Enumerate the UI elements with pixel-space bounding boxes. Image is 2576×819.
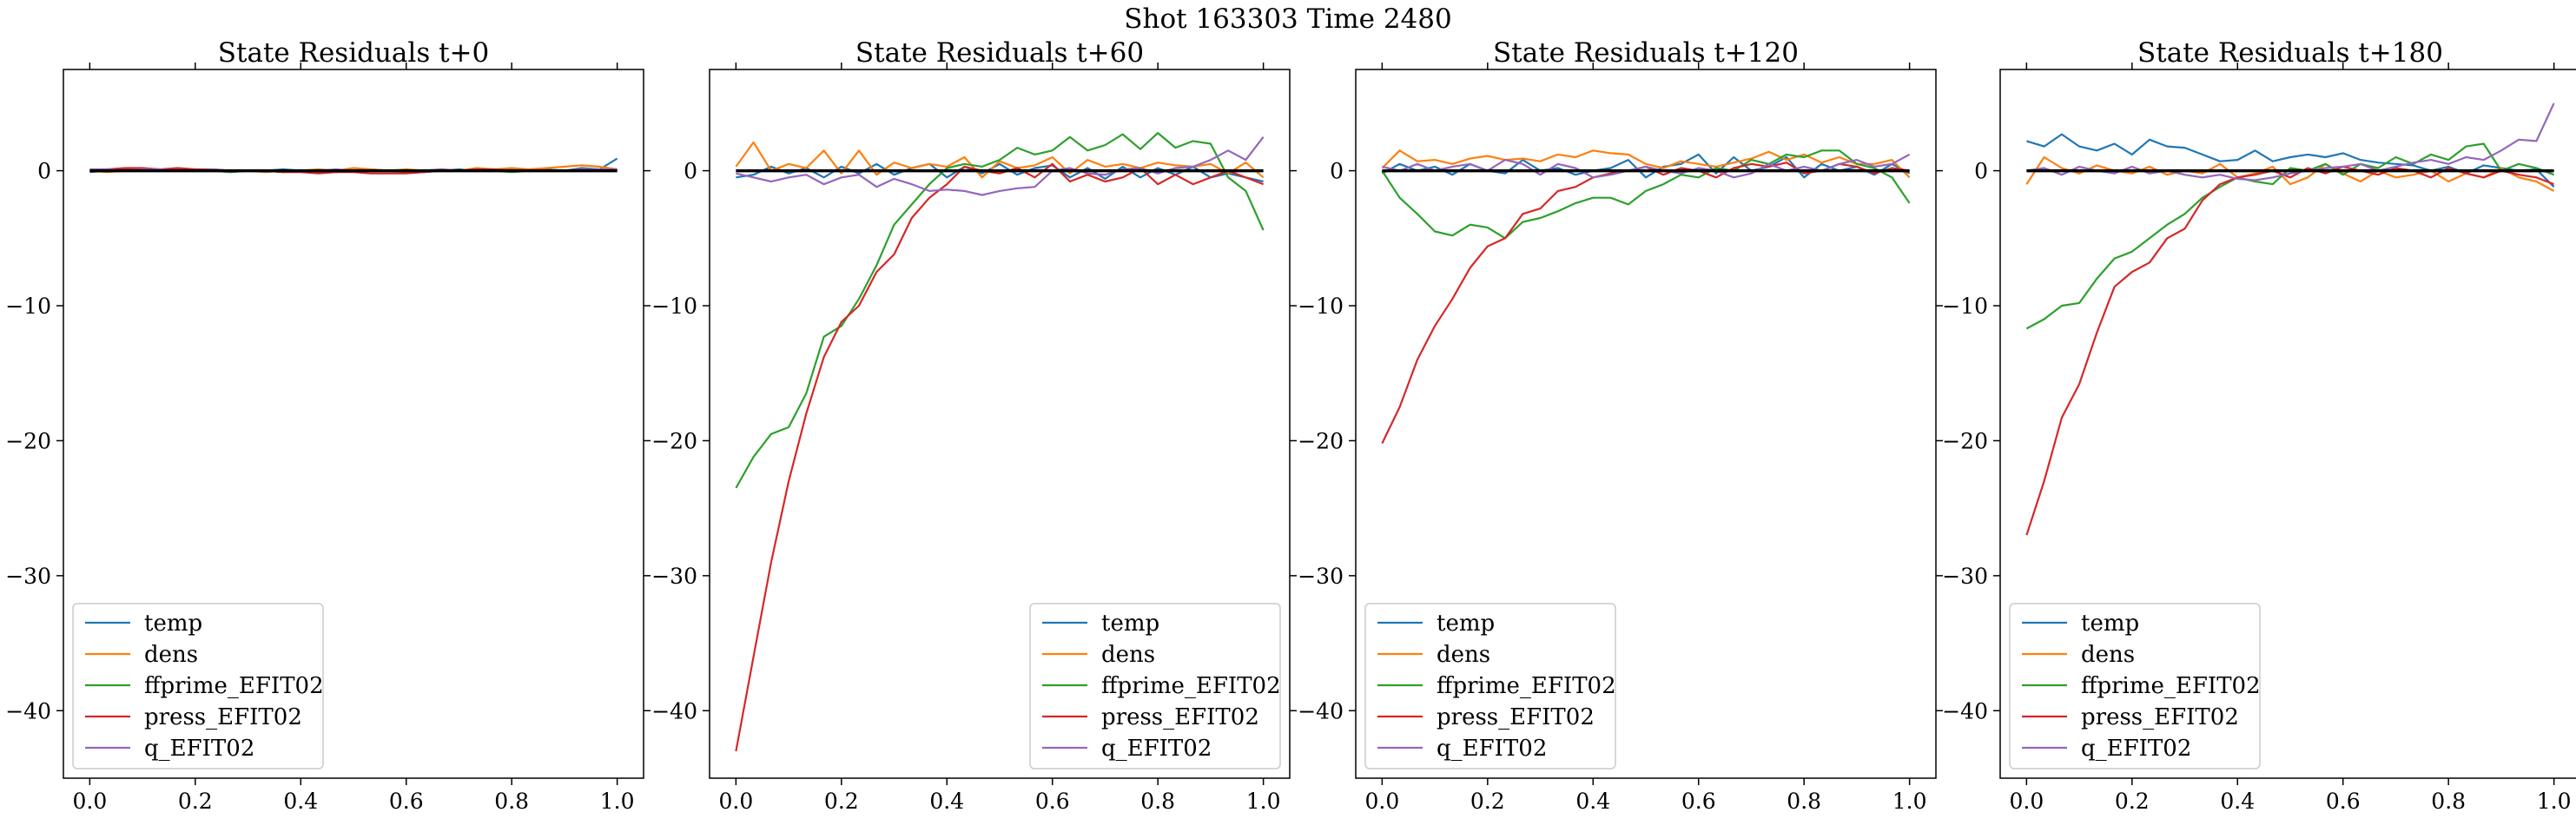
y-tick-label: 0	[1974, 159, 1988, 184]
plot-frame	[63, 69, 644, 779]
y-tick-label: −40	[1942, 698, 1988, 723]
series-line-press-efit02	[735, 162, 1264, 752]
chart-panel-2: State Residuals t+60 0.0 0.2 0.4 0.6 0.8 1.0 0 −…	[651, 37, 1297, 814]
y-tick-label: 0	[37, 159, 51, 184]
series-line-dens	[1381, 149, 1911, 179]
x-tick-label: 0.4	[1575, 789, 1610, 814]
series-line-q-efit02	[736, 136, 1265, 196]
y-tick-label: −30	[1298, 564, 1344, 589]
y-tick-label: −40	[5, 698, 51, 723]
legend-label: press_EFIT02	[1437, 704, 1595, 730]
y-tick-label: −10	[5, 294, 51, 319]
plot-frame	[1999, 69, 2576, 779]
legend-label: temp	[1437, 611, 1495, 637]
figure-suptitle: Shot 163303 Time 2480	[1124, 3, 1451, 35]
series-line-q-efit02	[1382, 153, 1911, 179]
x-tick-label: 0.4	[2220, 789, 2255, 814]
legend-label: ffprime_EFIT02	[2081, 673, 2261, 699]
x-tick-label: 0.8	[1787, 789, 1821, 814]
legend-box	[2009, 603, 2261, 769]
x-tick-label: 0.8	[1140, 789, 1175, 814]
x-tick-label: 0.2	[1470, 789, 1505, 814]
legend-label: dens	[144, 642, 198, 668]
y-tick-label: −30	[5, 564, 51, 589]
series-line-dens	[735, 141, 1265, 179]
y-tick-label: 0	[684, 159, 697, 184]
plot-frame	[1355, 69, 1937, 779]
chart-panel-3: State Residuals t+120 0.0 0.2 0.4 0.6 0.8 1.0 0…	[1298, 37, 1943, 814]
legend-label: ffprime_EFIT02	[144, 673, 324, 699]
legend-label: press_EFIT02	[144, 704, 302, 730]
x-tick-label: 0.0	[1364, 789, 1399, 814]
panel-title: State Residuals t+0	[218, 37, 489, 69]
legend-label: q_EFIT02	[144, 736, 254, 762]
x-tick-label: 0.0	[718, 789, 753, 814]
series-line-q-efit02	[2026, 102, 2555, 182]
chart-panel-1: State Residuals t+0 0.0 0.2 0.4 0.6 0.8 1.0 0 −1…	[5, 37, 651, 814]
panel-title: State Residuals t+120	[1493, 37, 1799, 69]
series-line-press-efit02	[1381, 162, 1910, 444]
y-tick-label: −40	[651, 698, 697, 723]
y-tick-label: −10	[651, 294, 697, 319]
legend-label: q_EFIT02	[2081, 736, 2191, 762]
legend-label: temp	[1101, 611, 1159, 637]
x-tick-label: 0.4	[929, 789, 964, 814]
legend-label: press_EFIT02	[2081, 704, 2239, 730]
legend-label: ffprime_EFIT02	[1101, 673, 1281, 699]
plot-frame	[709, 69, 1291, 779]
legend-label: q_EFIT02	[1101, 736, 1212, 762]
x-tick-label: 1.0	[1892, 789, 1927, 814]
legend-label: temp	[2081, 611, 2139, 637]
x-tick-label: 0.2	[178, 789, 213, 814]
legend-box	[72, 603, 324, 769]
legend-box	[1029, 603, 1281, 769]
legend-label: dens	[1437, 642, 1490, 668]
x-tick-label: 1.0	[1246, 789, 1281, 814]
legend-label: temp	[144, 611, 202, 637]
x-tick-label: 0.6	[2326, 789, 2361, 814]
y-tick-label: −10	[1942, 294, 1988, 319]
y-tick-label: −20	[651, 428, 697, 453]
series-line-ffprime-efit02	[735, 132, 1265, 489]
legend-label: dens	[2081, 642, 2135, 668]
panel-title: State Residuals t+60	[855, 37, 1144, 69]
y-tick-label: −40	[1298, 698, 1344, 723]
y-tick-label: −20	[1298, 428, 1344, 453]
legend: temp dens ffprime_EFIT02 press_EFIT02 q_EFIT…	[1029, 603, 1281, 769]
x-tick-label: 0.0	[72, 789, 107, 814]
legend: temp dens ffprime_EFIT02 press_EFIT02 q_EFIT…	[1364, 603, 1616, 769]
legend-label: dens	[1101, 642, 1155, 668]
legend: temp dens ffprime_EFIT02 press_EFIT02 q_EFIT…	[2009, 603, 2261, 769]
y-tick-label: −10	[1298, 294, 1344, 319]
x-tick-label: 0.2	[824, 789, 859, 814]
y-tick-label: −30	[1942, 564, 1988, 589]
x-tick-label: 0.2	[2115, 789, 2150, 814]
y-tick-label: 0	[1330, 159, 1344, 184]
x-tick-label: 0.4	[283, 789, 318, 814]
x-tick-label: 1.0	[2537, 789, 2572, 814]
panel-title: State Residuals t+180	[2137, 37, 2443, 69]
y-tick-label: −20	[5, 428, 51, 453]
legend-label: ffprime_EFIT02	[1437, 673, 1616, 699]
x-tick-label: 0.8	[494, 789, 529, 814]
series-line-temp	[2026, 133, 2555, 188]
x-tick-label: 0.6	[1681, 789, 1716, 814]
x-tick-label: 0.6	[1035, 789, 1070, 814]
legend: temp dens ffprime_EFIT02 press_EFIT02 q_EFIT…	[72, 603, 324, 769]
legend-box	[1364, 603, 1616, 769]
y-tick-label: −20	[1942, 428, 1988, 453]
chart-panel-4: State Residuals t+180 0.0 0.2 0.4 0.6 0.8 1.0 0…	[1942, 37, 2576, 814]
series-line-press-efit02	[2025, 165, 2554, 536]
legend-label: q_EFIT02	[1437, 736, 1547, 762]
x-tick-label: 0.8	[2431, 789, 2466, 814]
series-line-ffprime-efit02	[1381, 149, 1911, 240]
y-tick-label: −30	[651, 564, 697, 589]
x-tick-label: 1.0	[600, 789, 635, 814]
x-tick-label: 0.6	[389, 789, 424, 814]
legend-label: press_EFIT02	[1101, 704, 1259, 730]
x-tick-label: 0.0	[2009, 789, 2044, 814]
series-line-ffprime-efit02	[2025, 142, 2554, 330]
